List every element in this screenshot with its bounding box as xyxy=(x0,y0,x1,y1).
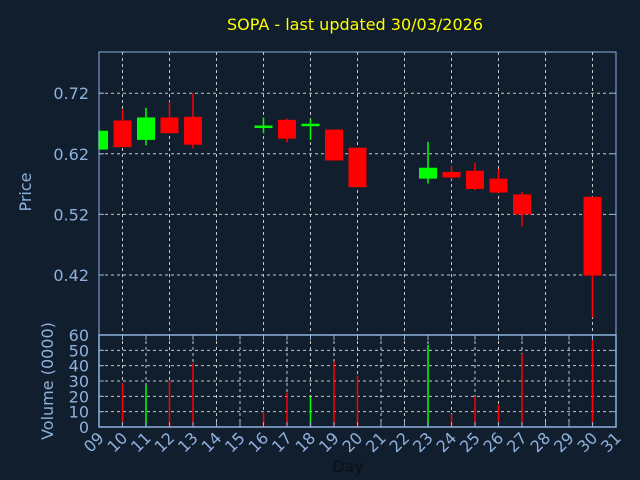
candle-body-down xyxy=(325,129,343,161)
candle-body-up xyxy=(254,125,273,129)
volume-tick-label: 60 xyxy=(69,326,89,345)
candle-body-up xyxy=(419,167,437,179)
candle-body-down xyxy=(278,119,296,139)
candle-body-down xyxy=(442,171,461,178)
volume-tick-label: 30 xyxy=(69,372,89,391)
candle-body-down xyxy=(184,116,202,145)
x-axis-label: Day xyxy=(332,457,364,476)
candle-body-down xyxy=(160,117,179,134)
candle-body-down xyxy=(489,178,508,193)
price-tick-label: 0.72 xyxy=(53,84,89,103)
candle-body-up xyxy=(137,117,155,140)
volume-axis-label: Volume (0000) xyxy=(38,322,57,440)
chart-title: SOPA - last updated 30/03/2026 xyxy=(227,15,483,34)
price-tick-label: 0.42 xyxy=(53,266,89,285)
volume-tick-label: 20 xyxy=(69,387,89,406)
price-tick-label: 0.52 xyxy=(53,205,89,224)
candle-body-down xyxy=(513,194,531,215)
volume-tick-label: 0 xyxy=(79,418,89,437)
x-tick-label: 31 xyxy=(597,428,625,456)
volume-tick-label: 40 xyxy=(69,357,89,376)
volume-tick-label: 10 xyxy=(69,403,89,422)
candle-body-down xyxy=(583,196,602,276)
candle-body-down xyxy=(466,170,484,189)
candle-body-up xyxy=(99,130,108,150)
candle-body-up xyxy=(301,123,320,127)
price-axis-label: Price xyxy=(16,172,35,211)
candle-body-down xyxy=(113,120,132,148)
candle-body-down xyxy=(348,147,367,188)
volume-tick-label: 50 xyxy=(69,341,89,360)
price-tick-label: 0.62 xyxy=(53,145,89,164)
